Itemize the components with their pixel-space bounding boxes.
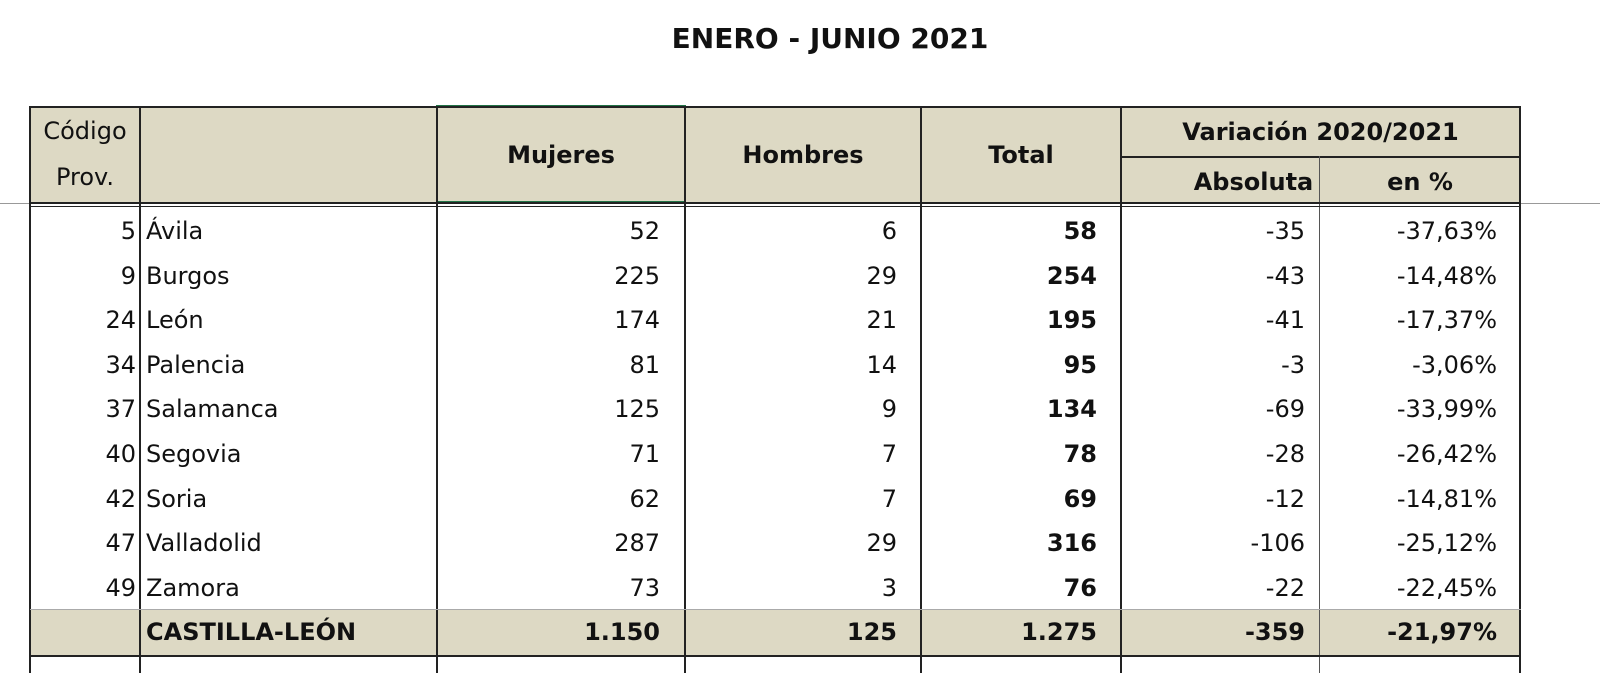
cell: 287	[614, 529, 660, 558]
cell: 195	[1046, 306, 1097, 335]
cell: 7	[881, 484, 897, 513]
province-name: Salamanca	[146, 395, 279, 424]
cell: 9	[881, 395, 897, 424]
header-hombres: Hombres	[742, 141, 864, 169]
cell: 3	[881, 573, 897, 602]
total-bg	[31, 610, 1519, 655]
cell: 95	[1063, 350, 1097, 379]
cell: 40	[105, 440, 136, 468]
cell: 174	[614, 306, 660, 335]
cell: -26,42%	[1396, 440, 1497, 468]
cell: -41	[1265, 306, 1305, 335]
col-line	[1519, 106, 1521, 673]
cell: -12	[1265, 484, 1305, 513]
cell: 29	[866, 529, 897, 558]
cell: 7	[881, 440, 897, 468]
total-cell: 1.150	[584, 618, 660, 647]
col-line	[920, 106, 922, 673]
cell: -69	[1265, 395, 1305, 424]
header-rule	[1121, 156, 1520, 158]
province-name: Segovia	[146, 440, 242, 468]
cell: 81	[629, 350, 660, 379]
cell: 254	[1046, 261, 1097, 290]
cell: 62	[629, 484, 660, 513]
cell: 225	[614, 261, 660, 290]
header-total: Total	[988, 141, 1054, 169]
cell: 9	[120, 261, 136, 290]
cell: 34	[105, 350, 136, 379]
cell: -25,12%	[1396, 529, 1497, 558]
cell: -106	[1250, 529, 1305, 558]
cell: 52	[629, 217, 660, 245]
province-name: León	[146, 306, 204, 335]
cell: 47	[105, 529, 136, 558]
cell: 316	[1046, 529, 1097, 558]
cell: 58	[1063, 217, 1097, 245]
cell: 24	[105, 306, 136, 335]
cell: 29	[866, 261, 897, 290]
province-name: Soria	[146, 484, 208, 513]
cell: -35	[1265, 217, 1305, 245]
province-name: Ávila	[146, 217, 204, 245]
cell: -14,48%	[1396, 261, 1497, 290]
cell: -28	[1265, 440, 1305, 468]
col-line	[29, 106, 31, 673]
total-bottom	[30, 655, 1521, 657]
cell: -37,63%	[1396, 217, 1497, 245]
col-line	[1319, 156, 1320, 673]
cell: -3	[1281, 350, 1305, 379]
cell: -17,37%	[1396, 306, 1497, 335]
col-line	[436, 106, 438, 673]
cell: 73	[629, 573, 660, 602]
header-code-2: Prov.	[55, 163, 115, 191]
total-name: CASTILLA-LEÓN	[146, 618, 357, 647]
cell: 76	[1063, 573, 1097, 602]
total-cell: 125	[846, 618, 897, 647]
cell: 14	[866, 350, 897, 379]
cell: -43	[1265, 261, 1305, 290]
cell: -3,06%	[1412, 350, 1497, 379]
province-name: Zamora	[146, 573, 240, 602]
cell: 5	[120, 217, 136, 245]
header-variacion: Variación 2020/2021	[1182, 118, 1459, 146]
cell: 134	[1046, 395, 1097, 424]
cell: 21	[866, 306, 897, 335]
cell: 6	[881, 217, 897, 245]
province-name: Burgos	[146, 261, 230, 290]
header-bottom-2	[30, 206, 1521, 207]
header-absoluta: Absoluta	[1193, 168, 1314, 196]
cell: -33,99%	[1396, 395, 1497, 424]
cell: -22,45%	[1396, 573, 1497, 602]
header-bottom	[30, 202, 1521, 204]
title: ENERO - JUNIO 2021	[671, 22, 989, 55]
header-pct: en %	[1387, 168, 1453, 196]
cell: 71	[629, 440, 660, 468]
header-mujeres: Mujeres	[507, 141, 615, 169]
col-line	[1120, 106, 1122, 673]
province-name: Valladolid	[146, 529, 262, 558]
total-top	[30, 609, 1521, 611]
cell: -14,81%	[1396, 484, 1497, 513]
cell: 78	[1063, 440, 1097, 468]
cell: 42	[105, 484, 136, 513]
table-top	[30, 106, 1521, 108]
cell: 49	[105, 573, 136, 602]
cell: 69	[1063, 484, 1097, 513]
cell: 125	[614, 395, 660, 424]
col-line	[684, 106, 686, 673]
total-cell: 1.275	[1021, 618, 1097, 647]
cell: 37	[105, 395, 136, 424]
total-cell: -359	[1244, 618, 1305, 647]
col-line	[139, 106, 141, 673]
total-cell: -21,97%	[1387, 618, 1497, 647]
header-code-1: Código	[43, 117, 127, 145]
cell: -22	[1265, 573, 1305, 602]
province-name: Palencia	[146, 350, 246, 379]
